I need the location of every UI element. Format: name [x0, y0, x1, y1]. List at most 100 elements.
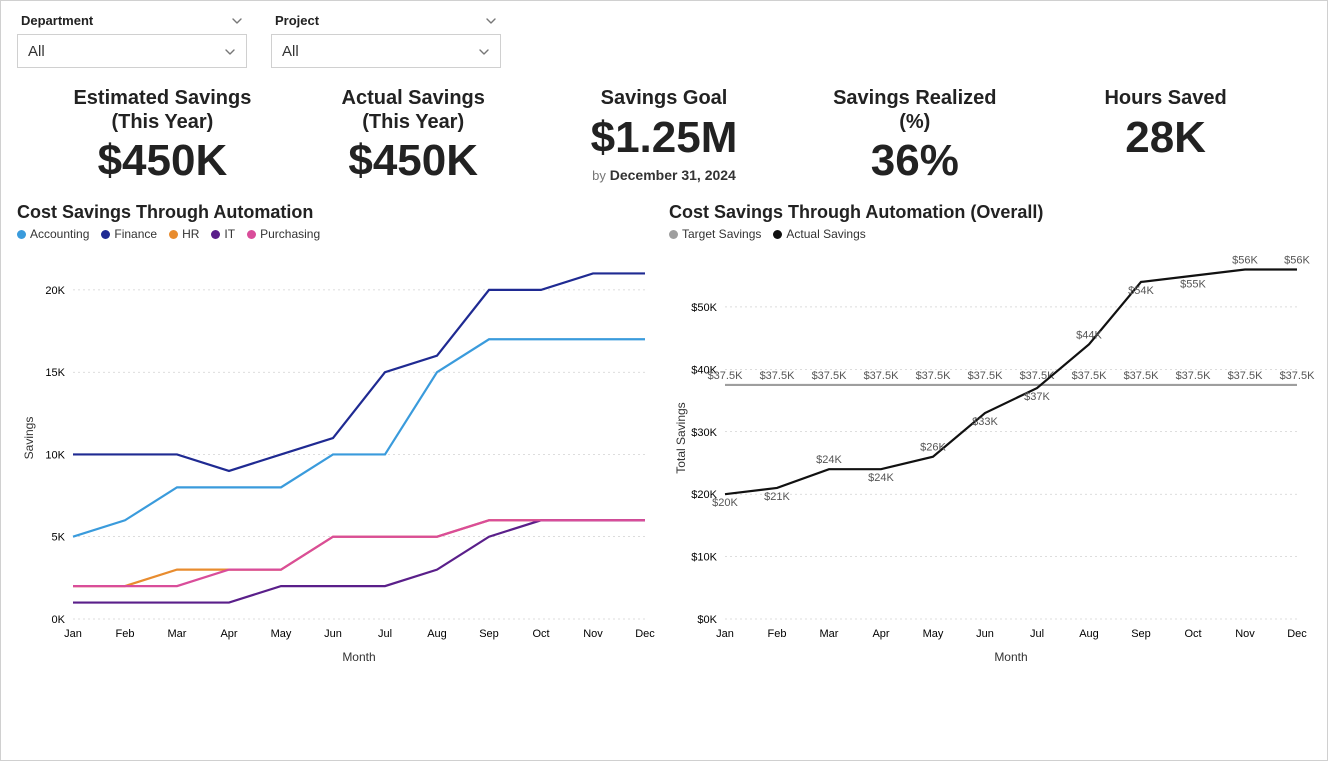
svg-text:Sep: Sep [1131, 628, 1151, 640]
kpi-footer-prefix: by [592, 168, 606, 183]
kpi-title: Actual Savings [288, 86, 539, 111]
svg-text:$37.5K: $37.5K [760, 370, 796, 382]
chart-right-area[interactable]: $0K$10K$20K$30K$40K$50KJanFebMarAprMayJu… [669, 247, 1311, 667]
legend-label: Finance [114, 227, 157, 241]
svg-text:$56K: $56K [1232, 254, 1258, 266]
legend-dot-icon [101, 230, 110, 239]
kpi-subtitle: (%) [789, 111, 1040, 134]
kpi-title: Savings Goal [539, 86, 790, 111]
legend-item[interactable]: Purchasing [247, 227, 320, 241]
legend-item[interactable]: HR [169, 227, 199, 241]
svg-text:20K: 20K [45, 285, 65, 297]
svg-text:10K: 10K [45, 449, 65, 461]
svg-text:Month: Month [342, 650, 375, 664]
kpi-actual-savings: Actual Savings (This Year) $450K [288, 86, 539, 186]
svg-text:$37.5K: $37.5K [1072, 370, 1108, 382]
legend-item[interactable]: Target Savings [669, 227, 761, 241]
legend-label: IT [224, 227, 235, 241]
svg-text:$26K: $26K [920, 442, 946, 454]
svg-text:Oct: Oct [1184, 628, 1201, 640]
kpi-value: $450K [288, 136, 539, 186]
kpi-title: Savings Realized [789, 86, 1040, 111]
svg-text:Oct: Oct [532, 628, 549, 640]
svg-text:Nov: Nov [1235, 628, 1255, 640]
svg-text:15K: 15K [45, 367, 65, 379]
project-filter-label: Project [275, 13, 319, 28]
svg-text:$33K: $33K [972, 416, 998, 428]
legend-item[interactable]: Actual Savings [773, 227, 865, 241]
svg-text:Jun: Jun [976, 628, 994, 640]
dashboard-root: Department All Project All [0, 0, 1328, 761]
svg-text:Nov: Nov [583, 628, 603, 640]
kpi-value: 28K [1040, 113, 1291, 163]
chevron-down-icon [231, 15, 243, 27]
svg-text:$37.5K: $37.5K [1176, 370, 1212, 382]
legend-item[interactable]: Finance [101, 227, 157, 241]
kpi-hours-saved: Hours Saved 28K [1040, 86, 1291, 163]
svg-text:May: May [271, 628, 292, 640]
svg-text:Total Savings: Total Savings [674, 402, 688, 473]
svg-text:$37.5K: $37.5K [1228, 370, 1264, 382]
kpi-row: Estimated Savings (This Year) $450K Actu… [17, 86, 1311, 186]
filters-bar: Department All Project All [17, 11, 1311, 68]
legend-item[interactable]: Accounting [17, 227, 89, 241]
department-filter-label: Department [21, 13, 93, 28]
svg-text:$44K: $44K [1076, 329, 1102, 341]
svg-text:$0K: $0K [697, 614, 717, 626]
svg-text:Apr: Apr [872, 628, 889, 640]
svg-text:$37.5K: $37.5K [968, 370, 1004, 382]
kpi-value: $1.25M [539, 113, 790, 163]
chart-right-title: Cost Savings Through Automation (Overall… [669, 202, 1311, 223]
chart-right-svg: $0K$10K$20K$30K$40K$50KJanFebMarAprMayJu… [669, 247, 1311, 667]
kpi-footer: by December 31, 2024 [539, 167, 790, 183]
svg-text:5K: 5K [52, 532, 66, 544]
project-filter-dropdown[interactable]: All [271, 34, 501, 68]
svg-text:Feb: Feb [768, 628, 787, 640]
svg-text:$37.5K: $37.5K [812, 370, 848, 382]
legend-item[interactable]: IT [211, 227, 235, 241]
project-filter: Project All [271, 11, 501, 68]
svg-text:Jun: Jun [324, 628, 342, 640]
kpi-value: $450K [37, 136, 288, 186]
chevron-down-icon [485, 15, 497, 27]
legend-dot-icon [17, 230, 26, 239]
svg-text:$37.5K: $37.5K [708, 370, 744, 382]
legend-dot-icon [669, 230, 678, 239]
svg-text:Jul: Jul [1030, 628, 1044, 640]
kpi-title: Estimated Savings [37, 86, 288, 111]
chart-left-area[interactable]: 0K5K10K15K20KJanFebMarAprMayJunJulAugSep… [17, 247, 659, 667]
svg-text:$21K: $21K [764, 491, 790, 503]
svg-text:Sep: Sep [479, 628, 499, 640]
svg-text:Savings: Savings [22, 417, 36, 460]
department-filter-header[interactable]: Department [17, 11, 247, 30]
svg-text:$37K: $37K [1024, 391, 1050, 403]
department-filter-dropdown[interactable]: All [17, 34, 247, 68]
legend-label: Target Savings [682, 227, 761, 241]
svg-text:Mar: Mar [820, 628, 839, 640]
kpi-subtitle: (This Year) [288, 111, 539, 134]
department-filter: Department All [17, 11, 247, 68]
svg-text:Jul: Jul [378, 628, 392, 640]
legend-label: Actual Savings [786, 227, 865, 241]
kpi-subtitle: (This Year) [37, 111, 288, 134]
svg-text:$50K: $50K [691, 302, 717, 314]
svg-text:$24K: $24K [868, 472, 894, 484]
kpi-savings-realized: Savings Realized (%) 36% [789, 86, 1040, 186]
project-filter-value: All [282, 43, 299, 60]
project-filter-header[interactable]: Project [271, 11, 501, 30]
legend-label: Purchasing [260, 227, 320, 241]
svg-text:$54K: $54K [1128, 285, 1154, 297]
svg-text:May: May [923, 628, 944, 640]
svg-text:Month: Month [994, 650, 1027, 664]
chart-left-svg: 0K5K10K15K20KJanFebMarAprMayJunJulAugSep… [17, 247, 659, 667]
svg-text:Mar: Mar [168, 628, 187, 640]
charts-row: Cost Savings Through Automation Accounti… [17, 196, 1311, 667]
svg-text:$37.5K: $37.5K [864, 370, 900, 382]
chart-right-legend: Target Savings Actual Savings [669, 227, 1311, 241]
svg-text:$37.5K: $37.5K [1124, 370, 1160, 382]
legend-dot-icon [211, 230, 220, 239]
chart-left-legend: Accounting Finance HR IT Purchasing [17, 227, 659, 241]
kpi-title: Hours Saved [1040, 86, 1291, 111]
svg-text:$10K: $10K [691, 552, 717, 564]
department-filter-value: All [28, 43, 45, 60]
